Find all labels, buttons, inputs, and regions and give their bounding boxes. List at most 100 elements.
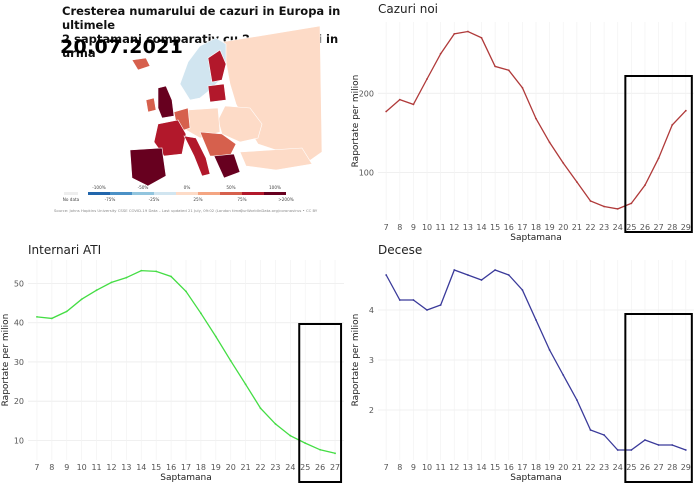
data-point <box>385 274 388 276</box>
map-region-russia <box>221 25 323 165</box>
data-point <box>214 335 217 338</box>
data-point <box>398 299 401 301</box>
y-axis-label: Raportate per milion <box>351 75 361 168</box>
x-tick-label: 15 <box>490 223 500 232</box>
y-tick-label: 100 <box>359 168 374 177</box>
legend-swatch <box>110 192 132 195</box>
x-tick-label: 22 <box>255 463 265 472</box>
x-tick-label: 13 <box>463 463 473 472</box>
x-tick-label: 15 <box>151 463 161 472</box>
x-tick-label: 14 <box>476 223 486 232</box>
map-region-italy <box>183 135 211 177</box>
x-tick-label: 13 <box>463 223 473 232</box>
data-point <box>385 110 388 113</box>
x-tick-label: 19 <box>545 223 555 232</box>
data-point <box>244 383 247 386</box>
data-point <box>259 407 262 410</box>
x-tick-label: 18 <box>531 463 541 472</box>
x-tick-label: 24 <box>613 223 623 232</box>
data-point <box>521 86 524 89</box>
x-tick-label: 28 <box>667 463 677 472</box>
x-tick-label: 25 <box>626 223 636 232</box>
data-point <box>562 162 565 164</box>
map-region-france <box>153 119 187 157</box>
x-tick-label: 19 <box>211 463 221 472</box>
data-point <box>426 78 428 80</box>
data-point <box>603 205 606 208</box>
data-point <box>155 270 158 273</box>
data-point <box>548 141 551 144</box>
data-point <box>507 274 510 276</box>
x-tick-label: 11 <box>436 223 446 232</box>
x-axis-label: Saptamana <box>160 473 212 483</box>
x-tick-label: 16 <box>504 223 514 232</box>
x-tick-label: 22 <box>585 223 595 232</box>
x-tick-label: 11 <box>91 463 101 472</box>
data-point <box>494 65 497 68</box>
x-tick-label: 16 <box>504 463 514 472</box>
x-tick-label: 22 <box>585 463 595 472</box>
data-point <box>304 442 307 445</box>
chart-internari-ati: Internari ATI 10 20 30 40 50 7 8 9 10 11 12 13 14 15 16… <box>1 243 344 483</box>
highlight-box <box>624 313 693 483</box>
data-point <box>575 399 578 401</box>
legend-top-label: 0% <box>184 185 191 190</box>
x-tick-label: 17 <box>517 463 527 472</box>
data-point <box>200 312 202 315</box>
x-tick-label: 18 <box>531 223 541 232</box>
data-point <box>80 298 83 301</box>
map-source-right: OurWorldInData.org/coronavirus • CC BY <box>240 208 318 213</box>
x-tick-label: 9 <box>411 463 416 472</box>
x-tick-label: 20 <box>558 463 568 472</box>
x-tick-label: 27 <box>653 223 663 232</box>
legend-bottom-label: -25% <box>149 197 160 202</box>
x-tick-label: 10 <box>77 463 87 472</box>
x-tick-label: 8 <box>397 463 402 472</box>
x-tick-label: 19 <box>545 463 555 472</box>
data-point <box>480 279 483 281</box>
x-tick-label: 21 <box>572 463 582 472</box>
legend-swatch <box>154 192 176 195</box>
legend-top-label: -100% <box>92 185 106 190</box>
map-region-baltics <box>207 83 227 103</box>
data-point <box>466 274 469 276</box>
x-tick-label: 17 <box>517 223 527 232</box>
x-tick-label: 21 <box>572 223 582 232</box>
x-tick-label: 12 <box>449 463 459 472</box>
legend-swatch <box>176 192 198 195</box>
legend-swatch <box>198 192 220 195</box>
x-tick-label: 7 <box>384 223 389 232</box>
data-point <box>562 374 565 376</box>
data-point <box>229 359 232 362</box>
chart-title: Internari ATI <box>28 243 101 257</box>
legend-bottom-label: 25% <box>193 197 202 202</box>
data-point <box>535 117 537 120</box>
data-point <box>466 30 469 33</box>
x-tick-label: 24 <box>285 463 295 472</box>
y-tick-label: 20 <box>14 397 24 406</box>
data-point <box>603 434 606 436</box>
x-tick-label: 10 <box>422 463 432 472</box>
x-tick-label: 20 <box>226 463 236 472</box>
data-point <box>671 124 674 126</box>
data-point <box>439 52 442 55</box>
legend-bottom-label: No data <box>63 197 80 202</box>
legend-no-data-swatch <box>64 192 78 195</box>
legend-top-label: 50% <box>226 185 235 190</box>
x-tick-label: 17 <box>181 463 191 472</box>
legend-top-label: -50% <box>138 185 149 190</box>
x-tick-label: 23 <box>270 463 280 472</box>
data-point <box>644 184 646 187</box>
data-point <box>334 452 336 455</box>
x-tick-label: 27 <box>330 463 340 472</box>
map-region-ireland <box>145 97 157 113</box>
x-tick-label: 28 <box>667 223 677 232</box>
y-tick-label: 40 <box>14 319 24 328</box>
data-point <box>319 448 322 451</box>
legend-swatch <box>88 192 110 195</box>
data-point <box>548 349 551 351</box>
data-point <box>185 290 187 293</box>
data-point <box>289 434 292 437</box>
